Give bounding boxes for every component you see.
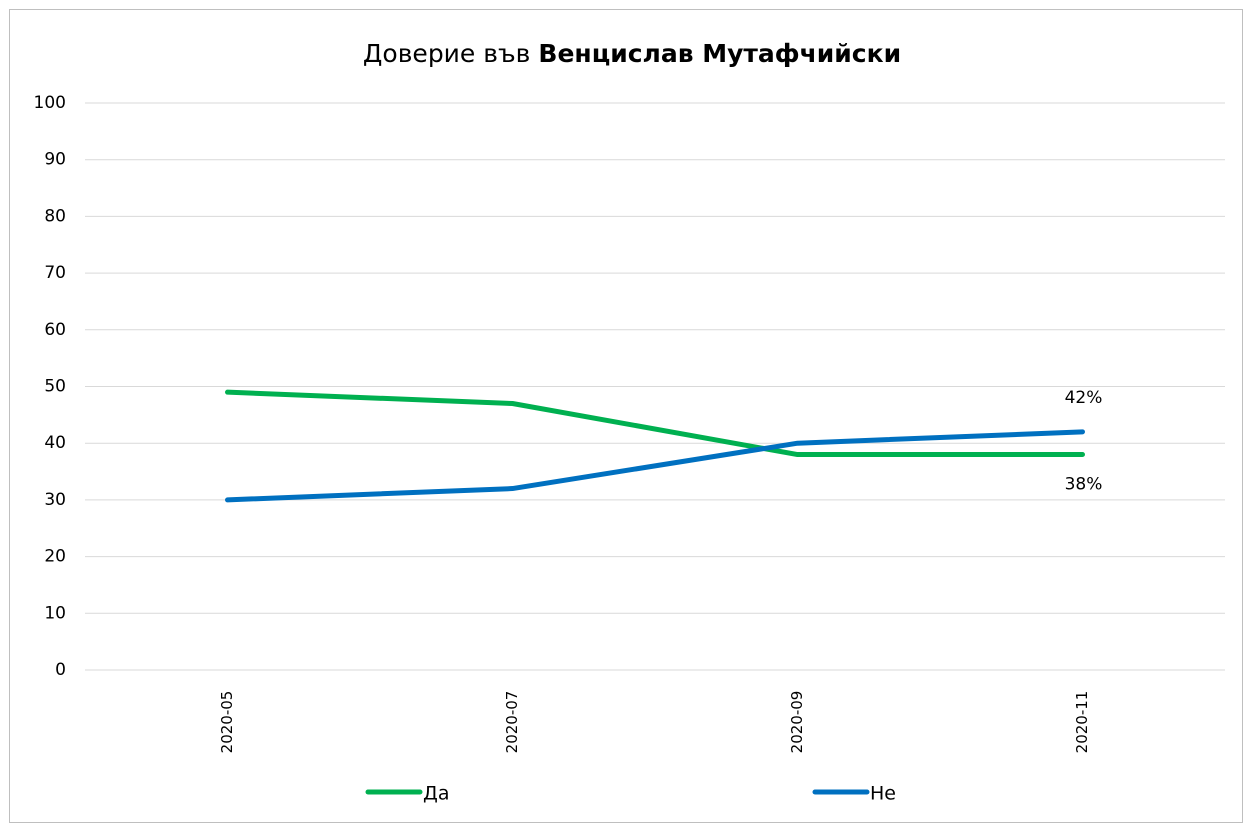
x-tick-label: 2020-11 — [1073, 691, 1091, 754]
data-label: 42% — [1065, 388, 1103, 408]
y-tick-label: 0 — [55, 660, 66, 680]
y-tick-label: 60 — [44, 320, 66, 340]
x-tick-label: 2020-07 — [503, 691, 521, 754]
chart-title: Доверие във Венцислав Мутафчийски — [363, 39, 901, 68]
y-tick-label: 30 — [44, 490, 66, 510]
y-tick-label: 90 — [44, 150, 66, 170]
x-tick-label: 2020-09 — [788, 691, 806, 754]
series-line — [225, 389, 1085, 458]
x-tick-label: 2020-05 — [218, 691, 236, 754]
legend-label: Да — [423, 783, 450, 805]
data-label: 38% — [1065, 475, 1103, 495]
y-tick-label: 50 — [44, 377, 66, 397]
legend-label: Не — [870, 783, 896, 805]
y-tick-label: 20 — [44, 547, 66, 567]
y-tick-label: 80 — [44, 206, 66, 226]
title-regular: Доверие във — [363, 39, 531, 68]
title-bold: Венцислав Мутафчийски — [538, 39, 901, 68]
chart-border — [9, 9, 1243, 823]
y-tick-label: 100 — [34, 93, 66, 113]
y-tick-label: 70 — [44, 263, 66, 283]
series-line — [225, 429, 1085, 503]
y-tick-label: 40 — [44, 433, 66, 453]
y-tick-label: 10 — [44, 603, 66, 623]
